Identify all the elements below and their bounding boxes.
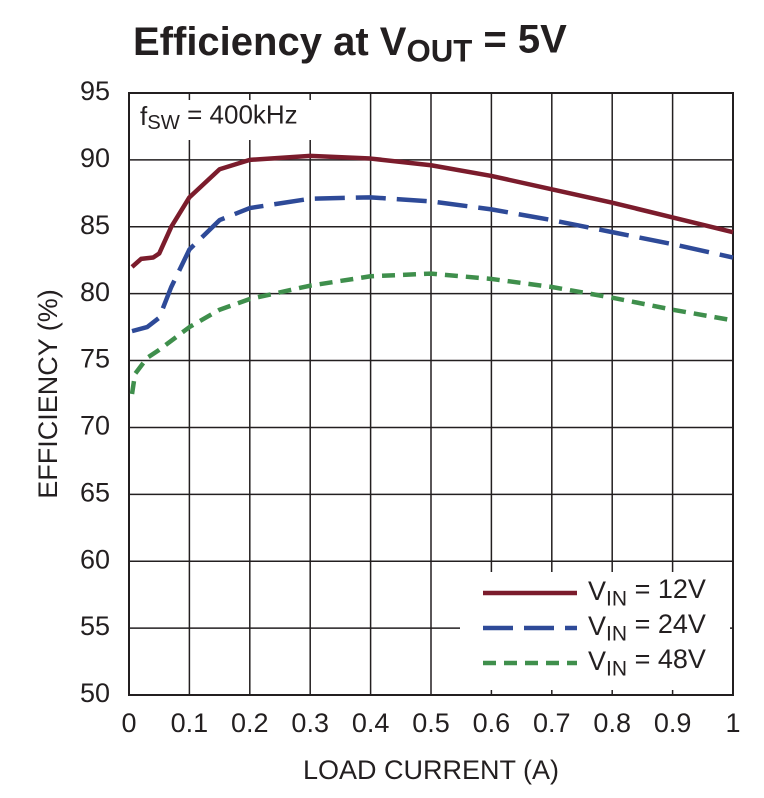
text-part: = 400kHz	[180, 99, 298, 129]
x-tick-label: 0.8	[593, 708, 631, 738]
x-axis-label: LOAD CURRENT (A)	[303, 755, 559, 785]
annotation: fSW = 400kHz	[140, 99, 298, 134]
x-tick-label: 1	[725, 708, 740, 738]
y-tick-label: 85	[80, 210, 110, 240]
text-part: SW	[147, 112, 181, 134]
text-part: = 5V	[472, 17, 567, 61]
legend-label: VIN = 48V	[588, 644, 706, 680]
text-part: V	[588, 646, 606, 676]
annotation-bg	[134, 100, 324, 140]
text-part: = 24V	[627, 609, 706, 639]
x-tick-label: 0.2	[231, 708, 269, 738]
x-tick-label: 0.7	[533, 708, 571, 738]
x-tick-label: 0.4	[352, 708, 390, 738]
data-line	[130, 153, 734, 269]
x-tick-label: 0.1	[171, 708, 209, 738]
text-part: OUT	[406, 34, 472, 69]
x-tick-label: 0.5	[412, 708, 450, 738]
y-tick-label: 70	[80, 411, 110, 441]
y-tick-label: 90	[80, 143, 110, 173]
text-part: V	[588, 611, 606, 641]
x-tick-label: 0.6	[473, 708, 511, 738]
y-tick-label: 80	[80, 277, 110, 307]
data-line	[129, 271, 734, 395]
y-axis-label: EFFICIENCY (%)	[33, 289, 63, 499]
text-part: IN	[606, 622, 627, 645]
text-part: Efficiency at V	[133, 20, 407, 64]
x-tick-label: 0	[121, 708, 136, 738]
legend-label: VIN = 24V	[588, 609, 706, 645]
y-tick-label: 50	[80, 678, 110, 708]
plot-frame	[128, 92, 734, 696]
legend-label: VIN = 12V	[588, 574, 706, 610]
data-line	[131, 195, 734, 334]
text-part: = 12V	[627, 574, 706, 604]
y-tick-label: 55	[80, 611, 110, 641]
text-part: IN	[606, 587, 627, 610]
chart-title: Efficiency at VOUT = 5V	[133, 17, 567, 69]
text-part: = 48V	[627, 644, 706, 674]
y-tick-label: 65	[80, 477, 110, 507]
x-tick-label: 0.9	[654, 708, 692, 738]
y-tick-label: 60	[80, 544, 110, 574]
x-tick-label: 0.3	[291, 708, 329, 738]
text-part: V	[588, 576, 606, 606]
y-tick-label: 95	[80, 76, 110, 106]
text-part: IN	[606, 657, 627, 680]
y-tick-label: 75	[80, 344, 110, 374]
text-part: f	[140, 101, 148, 131]
